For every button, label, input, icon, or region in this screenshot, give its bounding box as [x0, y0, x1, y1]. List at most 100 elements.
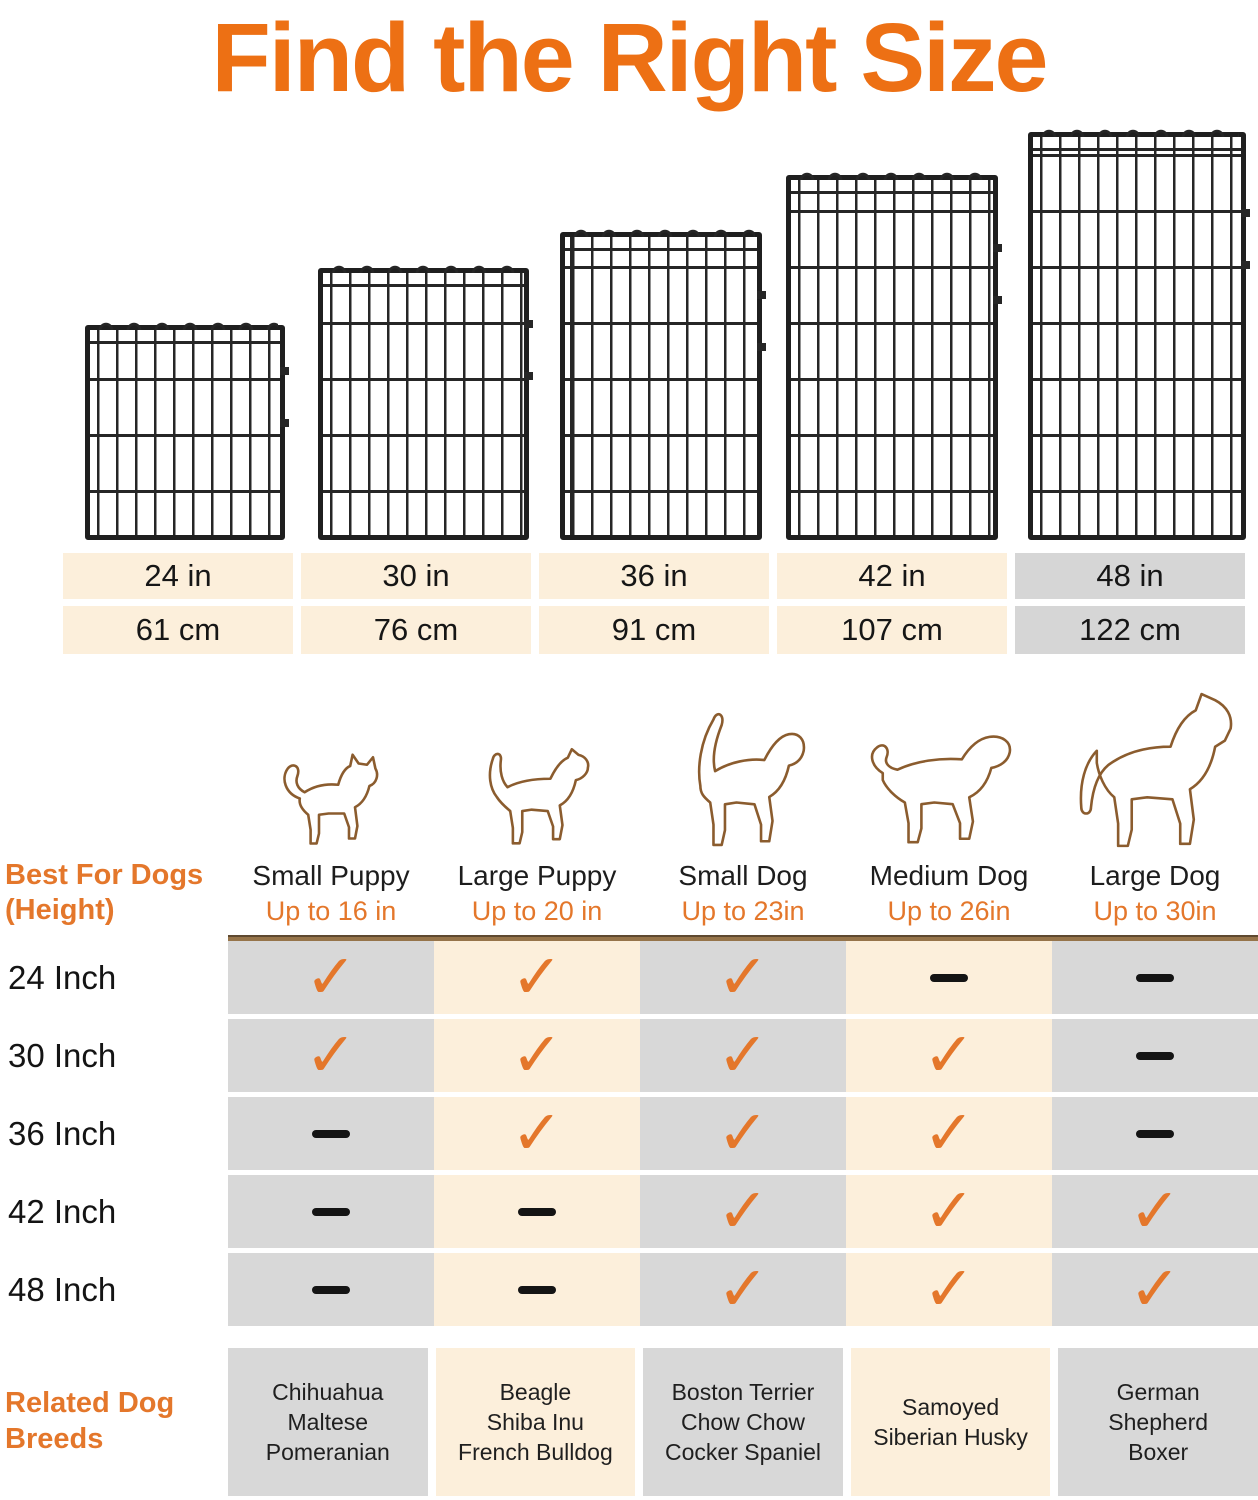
fit-mark: — — [312, 1207, 350, 1216]
best-for-dogs-label: Best For Dogs (Height) — [5, 858, 203, 928]
best-for-dogs-line2: (Height) — [5, 894, 115, 926]
fit-mark: ✓ — [923, 1098, 975, 1168]
matrix-cell: — — [846, 941, 1052, 1014]
size-cm-cell-highlighted: 122 cm — [1015, 606, 1245, 654]
row-label-42-inch: 42 Inch — [8, 1192, 117, 1230]
size-cm-cell: 61 cm — [63, 606, 293, 654]
wire-panel-48-icon — [1028, 125, 1250, 540]
fit-mark: — — [518, 1207, 556, 1216]
fit-mark: ✓ — [717, 942, 769, 1012]
size-inch-cell-highlighted: 48 in — [1015, 553, 1245, 599]
fit-mark: ✓ — [511, 942, 563, 1012]
matrix-cell: ✓ — [434, 1097, 640, 1170]
fit-mark: ✓ — [511, 1020, 563, 1090]
best-for-dogs-line1: Best For Dogs — [5, 859, 204, 891]
fit-mark: ✓ — [717, 1020, 769, 1090]
small-dog-icon — [661, 701, 825, 856]
matrix-cell: — — [228, 1175, 434, 1248]
matrix-cell: ✓ — [640, 941, 846, 1014]
fit-mark: ✓ — [305, 1020, 357, 1090]
page-title: Find the Right Size — [211, 3, 1049, 112]
matrix-cell: ✓ — [434, 1019, 640, 1092]
matrix-cell: ✓ — [640, 1019, 846, 1092]
row-label-30-inch: 30 Inch — [8, 1036, 117, 1074]
matrix-cell: — — [228, 1253, 434, 1326]
column-header-large-puppy: Large Puppy — [457, 860, 617, 891]
fit-mark: ✓ — [717, 1176, 769, 1246]
size-cm-cell: 76 cm — [301, 606, 531, 654]
size-cm-cell: 107 cm — [777, 606, 1007, 654]
fit-mark: ✓ — [1129, 1176, 1181, 1246]
matrix-cell: ✓ — [846, 1019, 1052, 1092]
small-puppy-icon — [271, 751, 391, 856]
fit-mark: ✓ — [1129, 1254, 1181, 1324]
related-breeds-line1: Related Dog — [5, 1387, 175, 1419]
row-label-24-inch: 24 Inch — [8, 958, 117, 996]
fit-mark: ✓ — [305, 942, 357, 1012]
fit-mark: — — [1136, 1051, 1174, 1060]
size-table: 24 in 30 in 36 in 42 in 48 in 61 cm 76 c… — [63, 553, 1245, 654]
breed-cell-medium-dog: Samoyed Siberian Husky — [850, 1348, 1051, 1496]
fit-mark: — — [312, 1285, 350, 1294]
fit-mark: ✓ — [511, 1098, 563, 1168]
medium-dog-icon — [857, 711, 1041, 856]
matrix-cell: ✓ — [1052, 1175, 1258, 1248]
size-inch-cell: 36 in — [539, 553, 769, 599]
wire-panel-36-icon — [560, 225, 766, 540]
row-label-36-inch: 36 Inch — [8, 1114, 117, 1152]
fit-mark: — — [1136, 973, 1174, 982]
wire-panel-30-icon — [318, 261, 533, 540]
fit-mark: ✓ — [923, 1254, 975, 1324]
matrix-row-30-inch: ✓ ✓ ✓ ✓ — — [228, 1019, 1258, 1092]
fit-mark: ✓ — [717, 1254, 769, 1324]
related-dog-breeds-label: Related Dog Breeds — [5, 1385, 174, 1457]
matrix-cell: ✓ — [640, 1253, 846, 1326]
matrix-row-42-inch: — — ✓ ✓ ✓ — [228, 1175, 1258, 1248]
matrix-row-24-inch: ✓ ✓ ✓ — — — [228, 941, 1258, 1014]
size-inch-cell: 42 in — [777, 553, 1007, 599]
size-inch-cell: 24 in — [63, 553, 293, 599]
matrix-cell: — — [228, 1097, 434, 1170]
size-cm-cell: 91 cm — [539, 606, 769, 654]
column-header-small-dog: Small Dog — [678, 860, 808, 891]
related-breeds-row: Chihuahua Maltese Pomeranian Beagle Shib… — [228, 1348, 1258, 1496]
matrix-cell: ✓ — [640, 1175, 846, 1248]
wire-panel-24-icon — [85, 318, 289, 540]
matrix-cell: ✓ — [1052, 1253, 1258, 1326]
breed-cell-small-puppy: Chihuahua Maltese Pomeranian — [228, 1348, 428, 1496]
column-header-small-puppy: Small Puppy — [252, 860, 410, 891]
matrix-cell: — — [1052, 1097, 1258, 1170]
breed-cell-small-dog: Boston Terrier Chow Chow Cocker Spaniel — [643, 1348, 843, 1496]
breed-cell-large-puppy: Beagle Shiba Inu French Bulldog — [435, 1348, 636, 1496]
fit-mark: ✓ — [923, 1020, 975, 1090]
matrix-cell: ✓ — [846, 1175, 1052, 1248]
row-label-48-inch: 48 Inch — [8, 1270, 117, 1308]
matrix-cell: ✓ — [228, 1019, 434, 1092]
fit-mark: — — [312, 1129, 350, 1138]
fit-mark: — — [518, 1285, 556, 1294]
matrix-top-divider — [228, 935, 1258, 941]
size-inch-cell: 30 in — [301, 553, 531, 599]
wire-panel-42-icon — [786, 168, 1002, 540]
column-header-medium-dog: Medium Dog — [869, 860, 1029, 891]
matrix-cell: ✓ — [640, 1097, 846, 1170]
column-header-large-dog: Large Dog — [1089, 860, 1221, 891]
column-max-height: Up to 26in — [887, 896, 1011, 926]
column-max-height: Up to 20 in — [471, 896, 603, 926]
matrix-cell: — — [1052, 941, 1258, 1014]
matrix-cell: — — [434, 1175, 640, 1248]
column-max-height: Up to 30in — [1093, 896, 1217, 926]
column-max-height: Up to 16 in — [265, 896, 397, 926]
breed-cell-large-dog: German Shepherd Boxer — [1058, 1348, 1258, 1496]
related-breeds-line2: Breeds — [5, 1423, 104, 1455]
matrix-cell: ✓ — [846, 1253, 1052, 1326]
matrix-row-36-inch: — ✓ ✓ ✓ — — [228, 1097, 1258, 1170]
large-puppy-icon — [470, 738, 604, 856]
large-dog-icon — [1058, 686, 1252, 856]
matrix-cell: ✓ — [846, 1097, 1052, 1170]
matrix-cell: ✓ — [434, 941, 640, 1014]
matrix-row-48-inch: — — ✓ ✓ ✓ — [228, 1253, 1258, 1326]
fit-mark: — — [930, 973, 968, 982]
column-max-height: Up to 23in — [681, 896, 805, 926]
